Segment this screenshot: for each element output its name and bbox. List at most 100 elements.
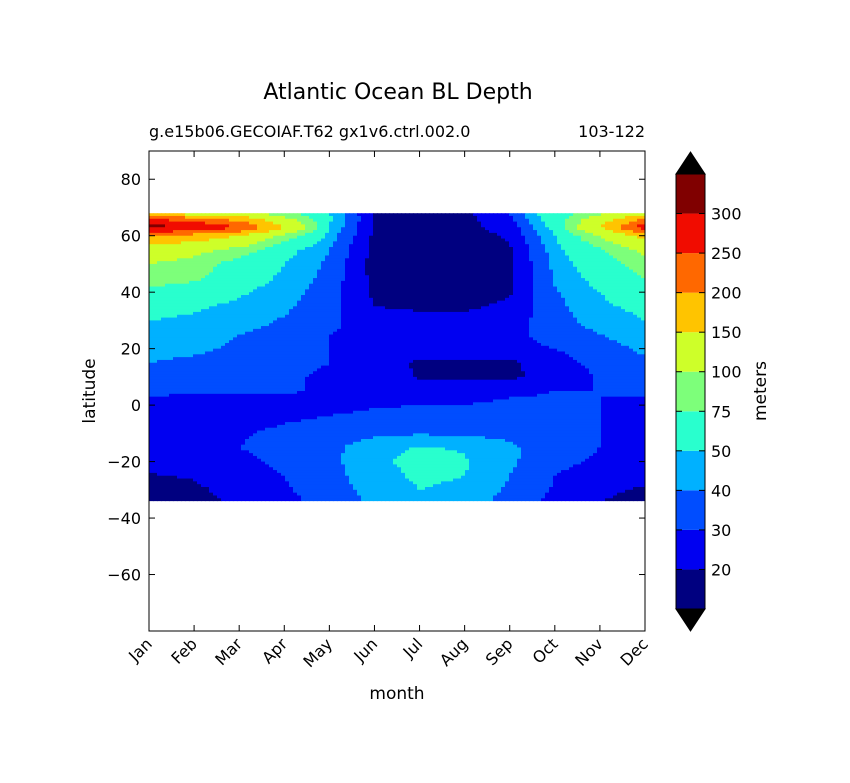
contour-cell: [293, 433, 298, 437]
contour-cell: [245, 232, 250, 237]
contour-cell: [301, 297, 306, 302]
contour-cell: [165, 314, 170, 319]
contour-cell: [157, 297, 162, 302]
contour-cell: [189, 388, 194, 392]
contour-cell: [205, 405, 210, 409]
contour-cell: [149, 467, 154, 471]
contour-cell: [261, 359, 266, 364]
contour-cell: [149, 292, 154, 296]
contour-cell: [225, 444, 230, 449]
contour-cell: [325, 407, 330, 412]
contour-cell: [265, 467, 270, 471]
contour-cell: [149, 365, 154, 370]
contour-cell: [281, 232, 286, 237]
contour-cell: [313, 286, 318, 290]
contour-cell: [273, 365, 278, 370]
contour-cell: [205, 218, 210, 223]
contour-cell: [293, 470, 298, 474]
contour-cell: [297, 475, 302, 480]
contour-cell: [225, 495, 230, 499]
contour-cell: [277, 292, 282, 296]
contour-cell: [281, 382, 286, 386]
contour-cell: [313, 427, 318, 432]
contour-cell: [241, 455, 246, 460]
contour-cell: [237, 266, 242, 271]
contour-cell: [313, 309, 318, 313]
contour-cell: [305, 382, 310, 386]
contour-cell: [249, 249, 254, 254]
contour-cell: [197, 275, 202, 279]
contour-cell: [161, 314, 166, 319]
contour-cell: [157, 230, 162, 234]
contour-cell: [313, 422, 318, 426]
contour-cell: [221, 224, 226, 228]
contour-cell: [273, 393, 278, 398]
contour-cell: [297, 337, 302, 341]
contour-cell: [301, 405, 306, 409]
contour-cell: [177, 306, 182, 310]
contour-cell: [213, 343, 218, 347]
contour-cell: [285, 419, 290, 423]
contour-cell: [209, 311, 214, 316]
contour-cell: [325, 371, 330, 375]
contour-cell: [329, 495, 334, 499]
contour-cell: [189, 320, 194, 324]
contour-cell: [197, 382, 202, 386]
contour-cell: [285, 359, 290, 364]
contour-cell: [261, 221, 266, 226]
contour-cell: [261, 295, 266, 299]
contour-cell: [153, 249, 158, 254]
contour-cell: [297, 309, 302, 313]
contour-cell: [165, 475, 170, 480]
contour-cell: [229, 303, 234, 307]
contour-cell: [325, 340, 330, 344]
contour-cell: [237, 345, 242, 350]
contour-cell: [285, 467, 290, 471]
contour-cell: [281, 374, 286, 378]
contour-cell: [189, 334, 194, 338]
contour-cell: [161, 252, 166, 257]
contour-cell: [209, 295, 214, 299]
contour-cell: [309, 382, 314, 386]
contour-cell: [157, 475, 162, 480]
contour-cell: [201, 331, 206, 336]
contour-cell: [221, 213, 226, 217]
contour-cell: [317, 374, 322, 378]
contour-cell: [173, 348, 178, 353]
contour-cell: [205, 371, 210, 375]
contour-cell: [313, 255, 318, 259]
contour-cell: [185, 458, 190, 463]
contour-cell: [237, 371, 242, 375]
contour-cell: [293, 359, 298, 364]
contour-cell: [157, 272, 162, 276]
contour-cell: [197, 323, 202, 327]
contour-cell: [293, 230, 298, 234]
contour-cell: [269, 436, 274, 440]
contour-cell: [237, 252, 242, 257]
contour-cell: [237, 247, 242, 251]
contour-cell: [257, 461, 262, 466]
contour-cell: [257, 365, 262, 370]
contour-cell: [169, 362, 174, 367]
contour-cell: [329, 410, 334, 415]
contour-cell: [189, 399, 194, 403]
contour-cell: [253, 492, 258, 497]
contour-cell: [293, 430, 298, 434]
contour-cell: [273, 295, 278, 299]
contour-cell: [253, 343, 258, 347]
contour-cell: [157, 292, 162, 296]
contour-cell: [325, 495, 330, 499]
contour-cell: [189, 354, 194, 358]
contour-cell: [229, 455, 234, 460]
contour-cell: [297, 218, 302, 223]
contour-cell: [289, 263, 294, 268]
contour-cell: [293, 354, 298, 358]
contour-cell: [253, 286, 258, 290]
contour-cell: [181, 399, 186, 403]
contour-cell: [289, 461, 294, 466]
contour-cell: [289, 317, 294, 322]
contour-cell: [329, 345, 334, 350]
contour-cell: [217, 213, 222, 217]
contour-cell: [149, 495, 154, 499]
contour-cell: [301, 455, 306, 460]
